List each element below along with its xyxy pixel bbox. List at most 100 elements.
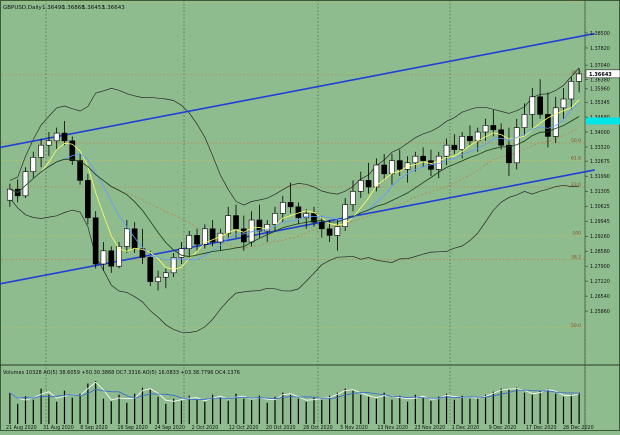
price-tick-label: 1.38500 — [590, 31, 610, 37]
date-label: 17 Dec 2020 — [526, 425, 557, 431]
date-label: 20 Oct 2020 — [266, 425, 296, 431]
oscillator-blue-line — [9, 388, 580, 401]
candle-body — [38, 144, 44, 158]
candle-body — [233, 215, 239, 230]
price-tick-label: 1.35960 — [590, 87, 610, 93]
ohlc-high: 1.36868 — [62, 5, 85, 11]
candle-body — [467, 136, 473, 142]
candle-body — [389, 160, 395, 175]
date-label: 5 Nov 2020 — [340, 425, 368, 431]
candle-body — [350, 191, 356, 205]
candle-body — [100, 250, 107, 265]
date-label: 1 Dec 2020 — [452, 425, 480, 431]
fib-level-label: 100 — [572, 230, 581, 236]
candle-body — [412, 155, 419, 164]
candle-body — [248, 219, 255, 243]
channel-lower-line — [0, 169, 595, 285]
bollinger-middle-band — [9, 126, 580, 249]
candle-body — [61, 132, 68, 142]
ma-slow-line — [9, 116, 580, 258]
candle-body — [529, 96, 536, 115]
candle-body — [326, 228, 333, 236]
candle-body — [116, 246, 122, 267]
date-label: 16 Sep 2020 — [117, 425, 147, 431]
candle-body — [459, 136, 465, 150]
candle-body — [506, 144, 512, 164]
price-level-highlight — [586, 117, 620, 125]
price-tick-label: 1.32675 — [590, 159, 610, 165]
candle-body — [147, 257, 154, 282]
price-tick-label: 1.30625 — [590, 204, 610, 210]
date-label: 9 Dec 2020 — [489, 425, 517, 431]
candle-body — [365, 180, 372, 188]
date-label: 31 Aug 2020 — [43, 425, 74, 431]
candle-body — [69, 140, 76, 161]
date-label: 13 Nov 2020 — [377, 425, 408, 431]
candle-body — [201, 228, 208, 245]
price-tick-label: 1.31305 — [590, 189, 610, 195]
fib-level-label: 23.6 — [571, 182, 581, 188]
candle-body — [373, 164, 380, 188]
candle-body — [209, 228, 216, 243]
fib-level-label: 61.8 — [571, 156, 581, 162]
candle-body — [279, 202, 286, 214]
candle-body — [381, 164, 388, 175]
candle-body — [287, 202, 294, 208]
symbol-label: GBPUSD,Daily — [3, 5, 43, 11]
date-label: 23 Nov 2020 — [414, 425, 445, 431]
price-tick-label: 1.35345 — [590, 100, 610, 106]
price-tick-label: 1.29260 — [590, 234, 610, 240]
candle-body — [552, 107, 559, 137]
price-tick-label: 1.27900 — [590, 264, 610, 270]
candle-body — [85, 180, 91, 219]
current-price-marker — [585, 69, 620, 79]
candle-body — [272, 213, 278, 225]
fib-level-label: 61.8 — [571, 0, 581, 3]
price-tick-label: 1.33320 — [590, 145, 610, 151]
candle-body — [92, 217, 99, 265]
candle-body — [560, 98, 567, 109]
price-tick-label: 1.27220 — [590, 279, 610, 285]
price-tick-label: 1.25860 — [590, 309, 610, 315]
ma-fast-line — [9, 99, 580, 270]
fib-level-label: 50.0 — [571, 323, 581, 329]
oscillator-white-line — [9, 381, 580, 402]
ma-mid-line — [9, 102, 580, 261]
candle-body — [131, 228, 138, 249]
fib-level-label: 38.2 — [571, 255, 581, 261]
ohlc-low: 1.36453 — [82, 5, 105, 11]
ohlc-close: 1.36643 — [102, 5, 125, 11]
candle-body — [420, 155, 426, 161]
candle-body — [139, 248, 146, 258]
candle-body — [240, 228, 247, 243]
candle-body — [443, 144, 450, 157]
date-label: 8 Sep 2020 — [80, 425, 107, 431]
volume-indicator-label: Volumes 10328 AO(5) 38.6059 +50.30.3868 … — [3, 370, 240, 376]
candle-body — [124, 228, 130, 247]
price-tick-label: 1.34000 — [590, 130, 610, 136]
candle-body — [170, 257, 177, 274]
candle-body — [537, 96, 543, 115]
candle-body — [53, 132, 60, 142]
price-tick-label: 1.37820 — [590, 46, 610, 52]
channel-upper-line — [0, 32, 595, 149]
candle-body — [186, 235, 193, 249]
candle-body — [178, 248, 185, 258]
candle-body — [490, 125, 497, 131]
candle-body — [568, 81, 575, 100]
candle-body — [108, 250, 115, 267]
current-price-label: 1.36643 — [589, 72, 612, 78]
ohlc-open: 1.36490 — [42, 5, 65, 11]
candle-body — [576, 73, 582, 82]
date-label: 28 Oct 2020 — [303, 425, 333, 431]
candle-body — [451, 144, 458, 150]
price-tick-label: 1.28580 — [590, 249, 610, 255]
candle-body — [318, 221, 325, 230]
date-label: 12 Oct 2020 — [229, 425, 259, 431]
candle-body — [46, 140, 52, 146]
candle-body — [194, 235, 200, 245]
candle-body — [264, 224, 271, 232]
